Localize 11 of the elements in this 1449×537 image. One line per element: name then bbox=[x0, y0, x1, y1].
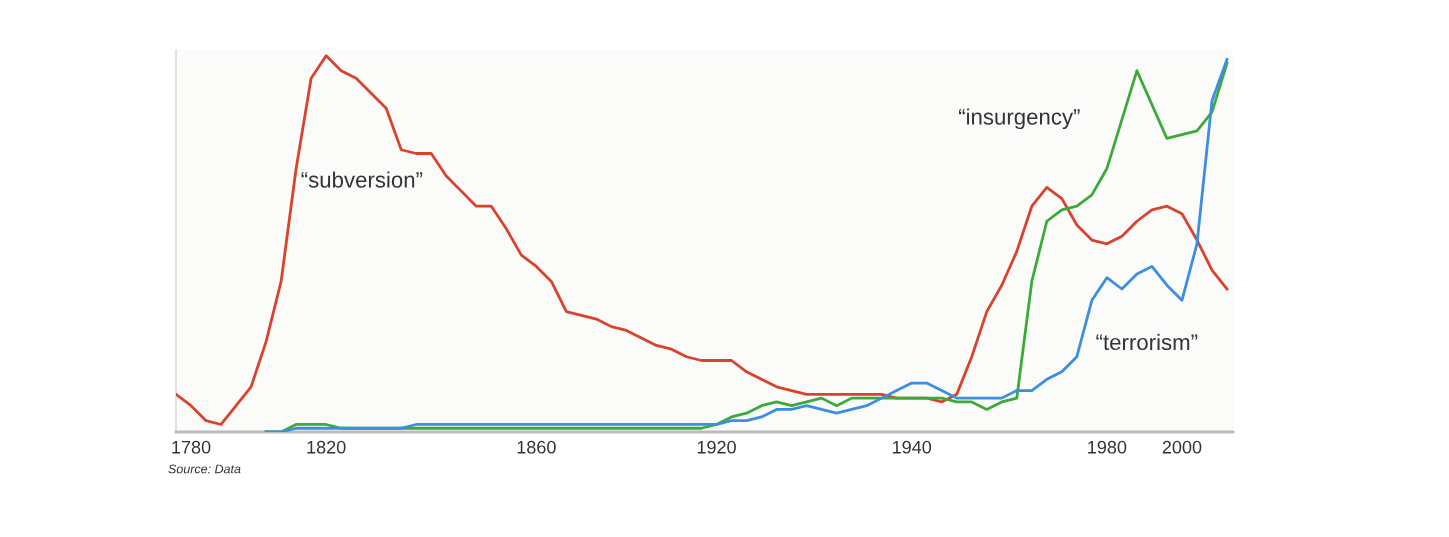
x-tick-label: 1860 bbox=[517, 440, 556, 454]
x-tick-label: 1940 bbox=[892, 440, 932, 454]
source-note: Source: Data bbox=[168, 464, 241, 474]
x-tick-label: 1980 bbox=[1088, 440, 1127, 454]
series-label: “insurgency” bbox=[958, 108, 1080, 130]
x-tick-label: 2000 bbox=[1162, 440, 1202, 454]
x-tick-label: 1920 bbox=[697, 440, 736, 454]
series-label: “subversion” bbox=[301, 171, 423, 188]
series-label: “terrorism” bbox=[1096, 333, 1198, 351]
x-tick-label: 1820 bbox=[307, 440, 346, 454]
x-tick-label: 1780 bbox=[172, 440, 211, 454]
